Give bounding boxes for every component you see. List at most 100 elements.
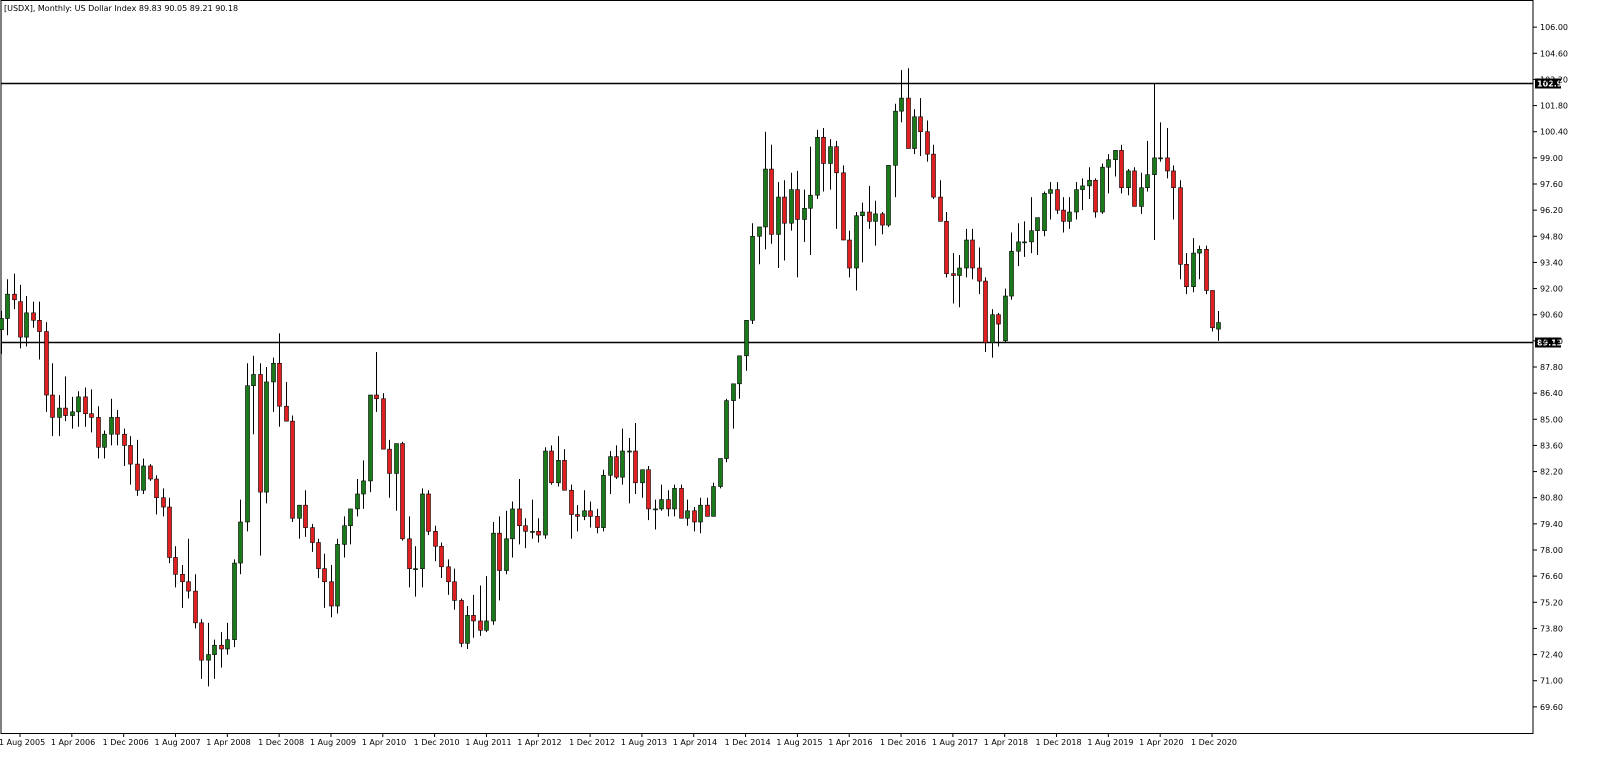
candle[interactable] (769, 144, 774, 244)
candle[interactable] (957, 254, 962, 308)
candle[interactable] (1035, 217, 1040, 255)
candle[interactable] (329, 564, 334, 618)
candle[interactable] (1113, 150, 1118, 177)
candle[interactable] (271, 357, 276, 412)
candle[interactable] (1139, 172, 1144, 214)
candle[interactable] (161, 488, 166, 517)
candle[interactable] (763, 131, 768, 250)
candle[interactable] (575, 505, 580, 532)
candle[interactable] (57, 395, 62, 437)
candle[interactable] (620, 428, 625, 485)
candle[interactable] (167, 497, 172, 564)
candle[interactable] (355, 479, 360, 517)
candle[interactable] (543, 447, 548, 539)
candle[interactable] (1093, 178, 1098, 218)
candle[interactable] (135, 439, 140, 496)
candle[interactable] (37, 301, 42, 360)
candle[interactable] (1191, 238, 1196, 293)
candle[interactable] (614, 445, 619, 480)
candle[interactable] (873, 200, 878, 246)
candle[interactable] (18, 284, 23, 349)
candle[interactable] (348, 508, 353, 545)
candle[interactable] (854, 212, 859, 291)
candle[interactable] (698, 497, 703, 534)
candle[interactable] (893, 103, 898, 198)
candle[interactable] (277, 333, 282, 427)
candle[interactable] (310, 523, 315, 552)
candle[interactable] (562, 449, 567, 491)
candle[interactable] (374, 352, 379, 412)
candle[interactable] (12, 273, 17, 310)
candle[interactable] (659, 484, 664, 511)
candle[interactable] (1165, 127, 1170, 179)
candle[interactable] (1061, 197, 1066, 233)
candle[interactable] (1087, 167, 1092, 199)
candle[interactable] (1119, 144, 1124, 194)
candle[interactable] (1204, 245, 1209, 295)
candle[interactable] (672, 484, 677, 517)
candle[interactable] (679, 484, 684, 519)
candle[interactable] (977, 247, 982, 295)
candle[interactable] (925, 120, 930, 162)
candle[interactable] (173, 546, 178, 588)
candle[interactable] (795, 170, 800, 278)
candle[interactable] (264, 367, 269, 504)
candle[interactable] (510, 501, 515, 558)
candle[interactable] (109, 398, 114, 446)
candle[interactable] (1074, 182, 1079, 220)
candle[interactable] (471, 594, 476, 638)
candle[interactable] (815, 129, 820, 199)
candle[interactable] (867, 185, 872, 229)
price-axis[interactable]: 106.00 104.60 103.20 101.80 100.40 99.00 97.60… (1533, 23, 1568, 712)
candle[interactable] (931, 144, 936, 199)
candle[interactable] (1042, 191, 1047, 237)
candle[interactable] (238, 499, 243, 575)
candle[interactable] (640, 469, 645, 498)
candle[interactable] (232, 559, 237, 648)
candle[interactable] (653, 499, 658, 530)
candle[interactable] (50, 363, 55, 437)
candle[interactable] (407, 516, 412, 588)
candle[interactable] (5, 279, 10, 336)
candle[interactable] (692, 507, 697, 532)
candle[interactable] (938, 180, 943, 222)
candle[interactable] (582, 490, 587, 521)
candle[interactable] (1158, 122, 1163, 162)
candle[interactable] (517, 479, 522, 545)
candle[interactable] (1197, 245, 1202, 280)
candle[interactable] (219, 632, 224, 668)
candle[interactable] (290, 415, 295, 522)
candle[interactable] (666, 490, 671, 517)
candle[interactable] (782, 180, 787, 261)
candle[interactable] (789, 172, 794, 231)
candle[interactable] (148, 464, 153, 481)
candle[interactable] (284, 381, 289, 422)
candle[interactable] (0, 310, 4, 354)
candle[interactable] (193, 574, 198, 629)
candle[interactable] (96, 406, 101, 459)
candle[interactable] (83, 387, 88, 427)
candle[interactable] (245, 363, 250, 532)
candle[interactable] (724, 398, 729, 463)
candle[interactable] (834, 141, 839, 229)
candle[interactable] (1022, 221, 1027, 257)
candle[interactable] (1009, 232, 1014, 300)
candle[interactable] (225, 622, 230, 655)
candle[interactable] (841, 165, 846, 241)
candle[interactable] (918, 98, 923, 156)
candle[interactable] (523, 518, 528, 549)
candle[interactable] (400, 441, 405, 541)
candle[interactable] (180, 564, 185, 608)
candle[interactable] (394, 443, 399, 511)
candle[interactable] (258, 363, 263, 556)
candle[interactable] (1210, 290, 1215, 332)
candle[interactable] (484, 576, 489, 633)
candle[interactable] (1145, 141, 1150, 192)
candle[interactable] (459, 598, 464, 648)
candle[interactable] (361, 460, 366, 509)
candle[interactable] (322, 553, 327, 608)
candle[interactable] (1003, 288, 1008, 343)
candle[interactable] (964, 228, 969, 278)
candle[interactable] (802, 189, 807, 242)
